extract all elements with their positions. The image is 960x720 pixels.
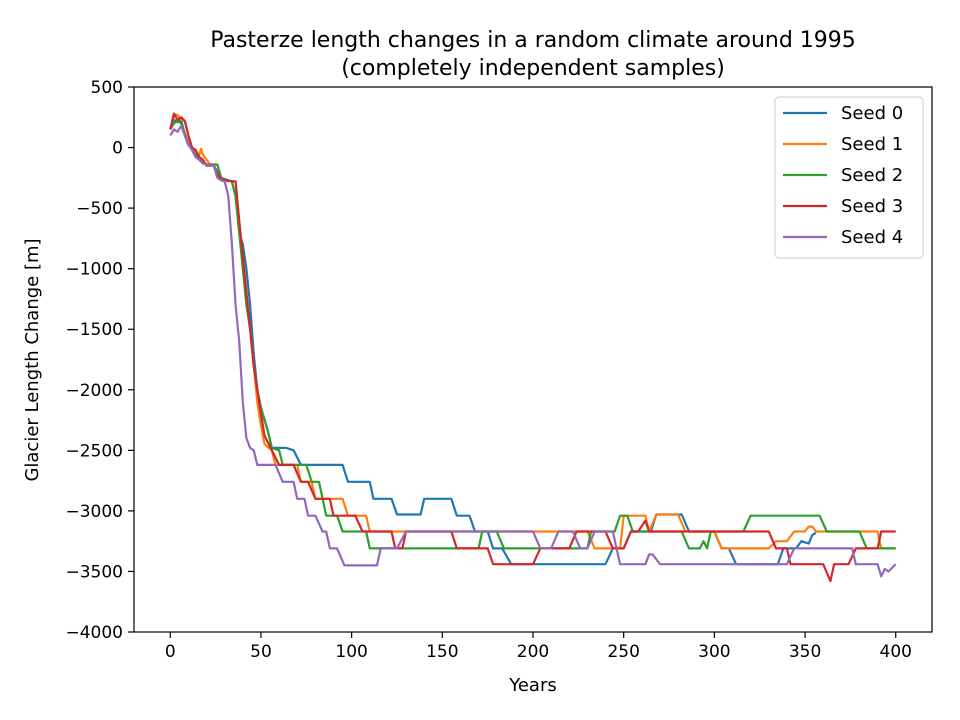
series-line-seed-4 [169, 124, 897, 578]
legend-label: Seed 0 [841, 103, 903, 124]
x-tick-label: 50 [250, 642, 272, 662]
y-tick-label: 0 [112, 139, 123, 159]
legend-label: Seed 1 [841, 134, 903, 155]
chart-title: Pasterze length changes in a random clim… [210, 28, 856, 53]
x-tick-label: 0 [165, 642, 176, 662]
y-axis-label: Glacier Length Change [m] [22, 238, 43, 481]
y-tick-label: −3000 [65, 502, 123, 522]
series-line-seed-1 [169, 113, 896, 550]
x-tick-label: 200 [517, 642, 549, 662]
chart-subtitle: (completely independent samples) [341, 56, 725, 81]
series-layer [169, 112, 897, 583]
legend-box [774, 96, 924, 259]
x-axis-label: Years [508, 675, 557, 696]
y-tick-label: −1000 [65, 260, 123, 280]
plot-area: 0 50 100 150 200 250 300 350 400 500 0 −500 −1000 −1… [65, 78, 933, 662]
x-tick-label: 100 [335, 642, 367, 662]
x-tick-label: 350 [789, 642, 821, 662]
x-axis-ticks: 0 50 100 150 200 250 300 350 400 [165, 632, 912, 662]
legend-label: Seed 4 [841, 227, 903, 248]
y-tick-label: −1500 [65, 320, 123, 340]
plot-frame [133, 86, 933, 633]
y-tick-label: −2000 [65, 381, 123, 401]
x-tick-label: 300 [698, 642, 730, 662]
y-tick-label: 500 [91, 78, 123, 98]
x-tick-label: 150 [426, 642, 458, 662]
x-tick-label: 250 [607, 642, 639, 662]
y-tick-label: −4000 [65, 623, 123, 643]
y-tick-label: −3500 [65, 562, 123, 582]
y-tick-label: −500 [76, 199, 123, 219]
y-tick-label: −2500 [65, 441, 123, 461]
y-axis-ticks: 500 0 −500 −1000 −1500 −2000 −2500 −3000 −3500 −4… [65, 78, 134, 643]
legend-label: Seed 3 [841, 196, 903, 217]
x-tick-label: 400 [880, 642, 912, 662]
legend: Seed 0 Seed 1 Seed 2 Seed 3 Seed 4 [774, 96, 924, 259]
legend-label: Seed 2 [841, 165, 903, 186]
